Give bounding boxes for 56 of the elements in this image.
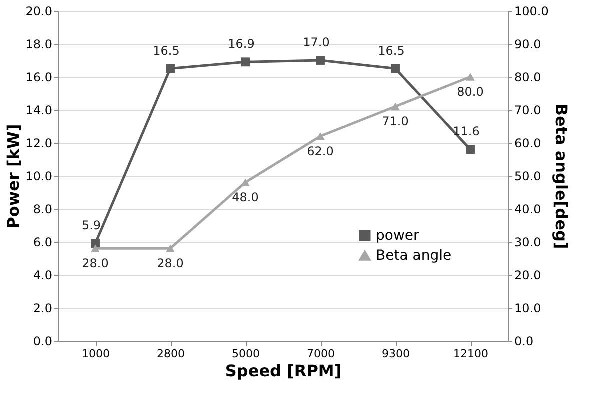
- y2-axis-title: Beta angle[deg]: [552, 104, 571, 250]
- legend-label: Beta angle: [376, 248, 452, 264]
- data-label: 28.0: [157, 256, 184, 271]
- point: [241, 58, 250, 67]
- x-tick-label: 5000: [232, 348, 260, 360]
- y2-tick-label: 20.0: [514, 268, 542, 282]
- y-tick-label: 6.0: [33, 236, 52, 250]
- point: [166, 244, 175, 252]
- point: [91, 244, 100, 252]
- data-label: 80.0: [457, 85, 484, 99]
- data-label: 62.0: [307, 144, 334, 158]
- point: [391, 64, 400, 74]
- y-tick-label: 14.0: [26, 104, 52, 118]
- point: [391, 102, 400, 111]
- point: [316, 132, 325, 140]
- y-tick-label: 4.0: [33, 268, 52, 282]
- y-tick-label: 8.0: [33, 202, 52, 216]
- y2-tick-label: 50.0: [514, 170, 542, 184]
- point: [91, 239, 100, 248]
- data-label: 28.0: [82, 256, 109, 271]
- x-tick-label: 9300: [382, 348, 410, 360]
- data-label: 17.0: [303, 36, 330, 50]
- point: [166, 64, 175, 74]
- y-tick-label: 20.0: [26, 4, 52, 18]
- point: [466, 73, 475, 81]
- x-tick-label: 2800: [157, 348, 185, 360]
- y-tick-label: 12.0: [26, 136, 52, 150]
- y-tick-label: 0.0: [33, 334, 52, 348]
- y-tick-label: 18.0: [26, 38, 52, 52]
- x-tick-label: 12100: [454, 348, 488, 360]
- y-axis-title: Power [kW]: [4, 124, 23, 229]
- data-label: 5.9: [82, 218, 102, 233]
- y2-tick-label: 40.0: [514, 202, 542, 216]
- x-axis-title: Speed [RPM]: [225, 362, 342, 380]
- x-tick-label: 7000: [307, 348, 335, 360]
- data-label: 11.6: [453, 124, 480, 139]
- data-label: 16.5: [153, 44, 180, 58]
- y-tick-label: 2.0: [33, 302, 52, 316]
- point: [466, 145, 475, 154]
- y2-tick-label: 100.0: [514, 4, 549, 18]
- y2-tick-label: 60.0: [514, 136, 542, 150]
- y-tick-label: 16.0: [26, 70, 52, 84]
- y2-tick-label: 80.0: [514, 70, 542, 84]
- data-label: 16.9: [228, 37, 255, 52]
- data-label: 48.0: [232, 190, 259, 205]
- point: [316, 56, 325, 65]
- y-tick-label: 10.0: [26, 170, 52, 184]
- y2-tick-label: 10.0: [514, 302, 542, 316]
- y2-tick-label: 30.0: [514, 236, 542, 250]
- data-label: 71.0: [382, 114, 409, 129]
- x-tick-label: 1000: [82, 348, 110, 360]
- data-label: 16.5: [378, 44, 405, 58]
- y2-tick-label: 90.0: [514, 38, 542, 52]
- y2-tick-label: 70.0: [514, 104, 542, 118]
- y2-tick-label: 0.0: [514, 334, 534, 348]
- legend-label: power: [376, 228, 420, 244]
